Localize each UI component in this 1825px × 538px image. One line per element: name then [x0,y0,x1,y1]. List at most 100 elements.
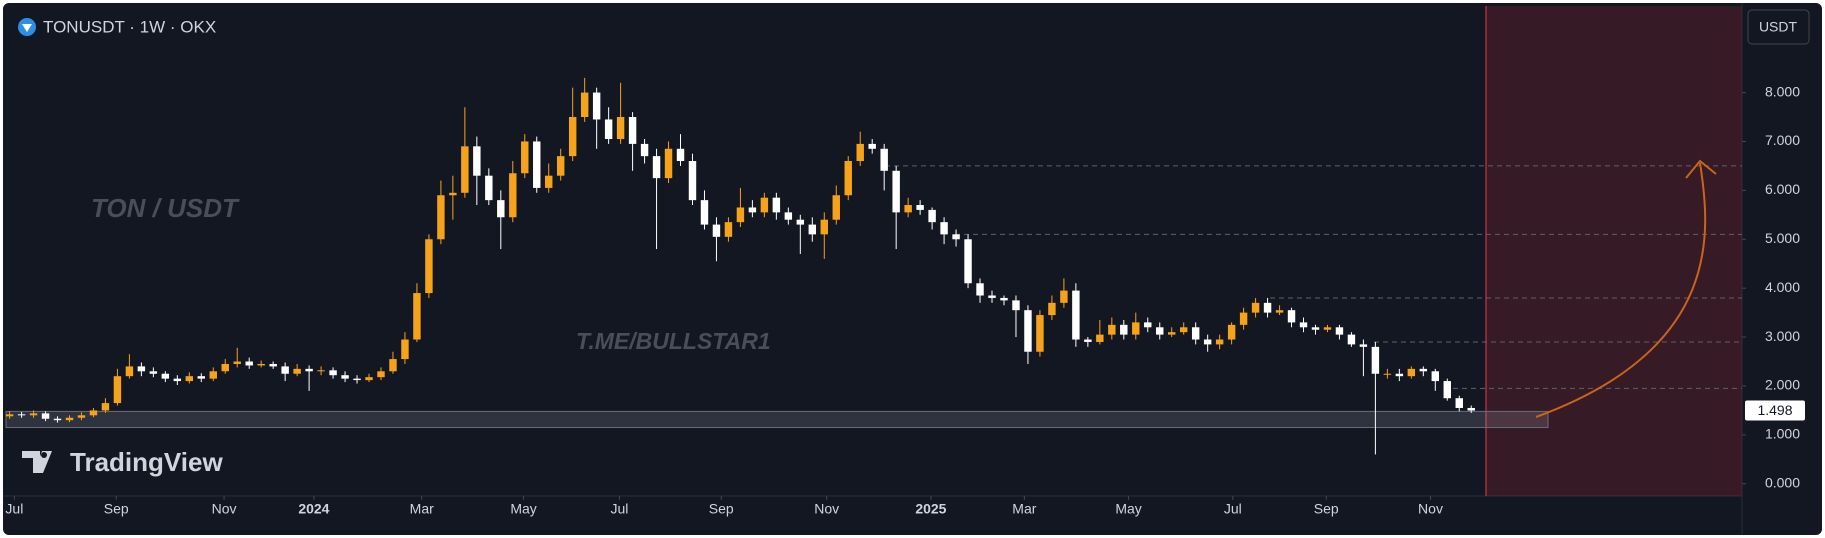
candle-body [1179,327,1188,333]
candle-body [65,417,74,421]
candle-body [281,366,289,374]
candle-body [1084,339,1092,342]
background-layer [5,6,1742,496]
candle-body [748,207,757,213]
x-tick-label: Nov [814,501,839,517]
candle-body [808,224,817,235]
candle-body [1383,373,1392,375]
candle-body [1431,371,1440,382]
x-tick-label: Sep [709,501,734,517]
candle-body [916,205,924,210]
candle-body [1335,327,1344,335]
x-tick-label: Jul [5,501,23,517]
candle-body [53,418,62,421]
x-tick-label: Mar [410,501,434,517]
candle-body [1144,322,1152,328]
candle-body [652,156,661,179]
candle-body [1287,310,1296,323]
candle-body [1275,310,1284,313]
y-tick-label: 7.000 [1765,132,1800,148]
candle-body [820,219,828,235]
candle-body [317,370,325,372]
candle-body [1263,302,1272,313]
candle-body [197,376,205,379]
y-tick-label: 5.000 [1765,230,1800,246]
candle-body [904,205,912,213]
candle-body [245,361,253,366]
candle-body [976,283,984,296]
candles [5,77,1475,455]
candle-body [700,200,709,225]
candle-body [940,222,948,235]
candle-body [41,413,50,419]
candle-body [77,415,86,418]
candle-body [497,200,505,218]
candle-body [1395,373,1404,377]
candle-body [5,414,14,417]
candle-body [341,375,349,379]
arrow [1535,162,1707,418]
x-tick-label: Sep [1314,501,1339,517]
candle-body [988,295,996,298]
y-tick-label: 4.000 [1765,279,1800,295]
x-tick-label: Jul [610,501,628,517]
candle-body [1347,334,1356,345]
chart-title: TONUSDT · 1W · OKX [43,17,216,36]
candle-body [1215,339,1224,345]
candle-body [89,410,98,416]
x-tick-label: Nov [212,501,237,517]
candle-body [1359,344,1368,347]
candle-body [676,148,685,162]
currency-box[interactable] [1747,9,1810,45]
candle-body [329,370,337,376]
candle-body [724,222,733,237]
candle-body [389,359,397,372]
candle-body [1239,312,1248,325]
candle-body [293,368,301,374]
candle-body [1012,300,1020,311]
candle-body [1036,315,1044,352]
candle-body [760,197,769,213]
candle-body [964,239,972,284]
candle-body [269,363,277,367]
candle-body [353,378,361,381]
candle-body [1120,324,1128,335]
candle-body [628,117,637,144]
candle-body [1168,332,1176,335]
candle-body [413,293,421,340]
candle-body [173,378,182,382]
candle-body [185,376,194,382]
y-tick-label: 1.000 [1765,426,1800,442]
candle-body [521,141,529,174]
candle-body [892,170,900,213]
candle-body [952,234,960,240]
candle-body [832,195,840,220]
candle-body [257,363,265,366]
candle-body [401,339,409,360]
candle-body [664,148,673,179]
candle-body [796,219,805,225]
candle-body [137,366,146,372]
candle-body [221,363,229,372]
candle-body [1299,322,1308,328]
candle-body [377,371,385,378]
candle-body [1455,398,1463,408]
candle-body [425,239,433,294]
candle-body [880,148,888,171]
x-tick-label: Jul [1224,501,1242,517]
candle-body [640,143,649,157]
candle-body [1311,327,1320,330]
candle-body [592,92,601,120]
candle-body [568,117,577,157]
channel-watermark: T.ME/BULLSTAR1 [576,328,771,354]
candle-body [1000,297,1008,301]
candle-body [113,376,122,404]
candle-body [856,143,864,162]
x-tick-label: May [510,501,536,517]
x-tick-label: 2024 [298,501,329,517]
logo-dot [41,452,47,458]
candle-body [616,117,625,140]
candle-body [125,366,134,377]
